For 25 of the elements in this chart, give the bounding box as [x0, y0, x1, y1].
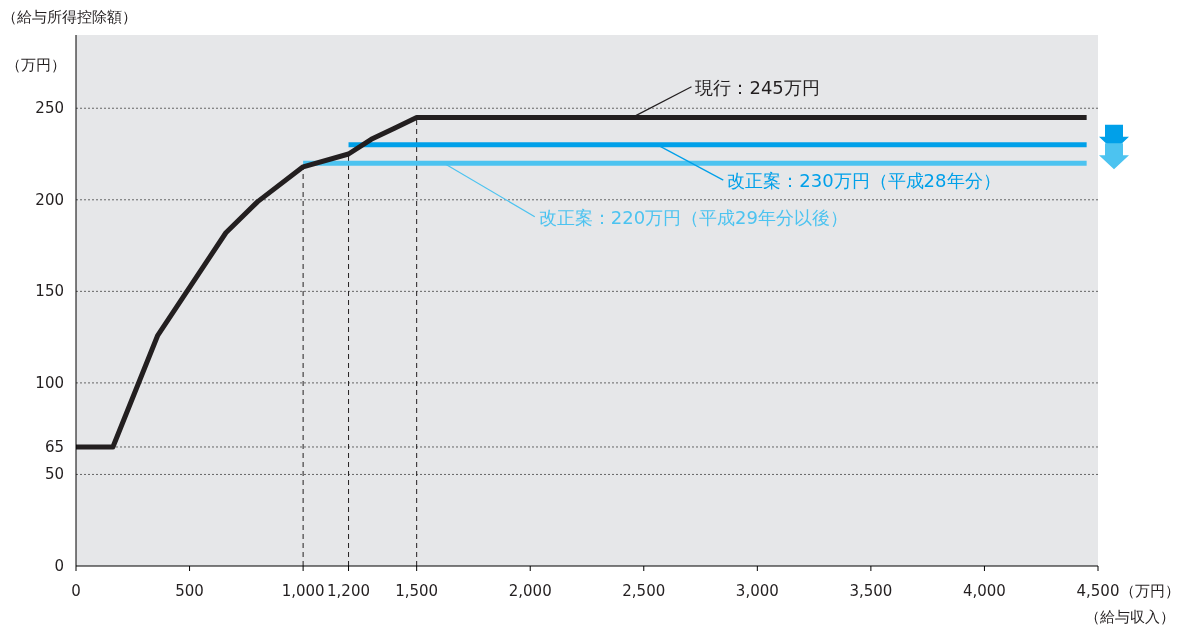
y-tick-label: 50 — [44, 465, 64, 484]
x-tick-label: 3,000 — [735, 582, 779, 600]
annotation: 現行：245万円 — [695, 76, 820, 98]
x-tick-label: 0 — [71, 582, 81, 600]
y-tick-label: 200 — [35, 190, 64, 209]
x-tick-label: 2,500 — [622, 582, 666, 600]
text: （給与収入） — [1085, 608, 1175, 626]
y-tick-label: 0 — [54, 557, 64, 575]
y-axis-title: （万円） — [6, 56, 66, 74]
y-tick-label: 150 — [35, 282, 64, 301]
annotation: 改正案：230万円（平成28年分） — [727, 170, 1001, 192]
x-tick-label: 2,000 — [508, 582, 552, 600]
annotation: 改正案：220万円（平成29年分以後） — [538, 206, 849, 228]
x-tick-label: 1,200 — [327, 582, 371, 600]
x-tick-label: 3,500 — [849, 582, 893, 600]
x-tick-label: 4,000 — [962, 582, 1006, 600]
x-tick-label: 1,000 — [281, 582, 325, 600]
x-tick-label: 1,500 — [395, 582, 439, 600]
chart-title: （給与所得控除額） — [2, 8, 137, 26]
y-tick-label: 65 — [44, 437, 64, 456]
x-tick-label: 500 — [175, 582, 204, 600]
x-tick-label: 4,500 — [1076, 582, 1120, 600]
y-tick-label: 100 — [35, 373, 64, 392]
x-axis-title: （万円） — [1120, 582, 1180, 600]
y-tick-label: 250 — [35, 99, 64, 118]
